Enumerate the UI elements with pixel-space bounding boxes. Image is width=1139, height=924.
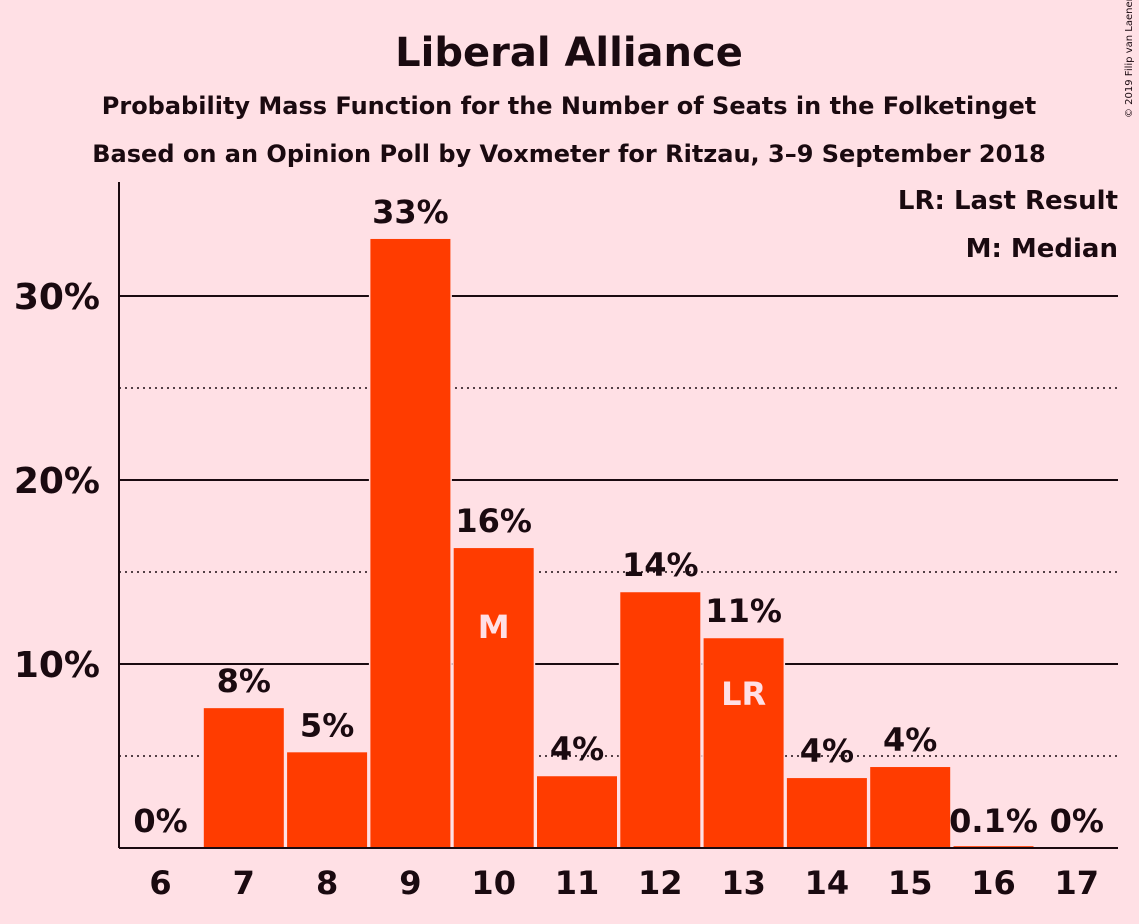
bar [370,238,451,848]
y-tick-label: 10% [14,645,100,686]
bar-value-label: 0.1% [949,802,1038,840]
bar-value-label: 8% [217,662,271,700]
x-tick-label: 17 [1055,864,1100,902]
bar [870,767,951,848]
bar [620,592,701,848]
x-tick-label: 16 [971,864,1016,902]
bar-value-label: 0% [133,802,187,840]
y-tick-label: 30% [14,277,100,318]
bar [203,708,284,848]
last-result-marker: LR [721,675,766,713]
chart-subtitle-2: Based on an Opinion Poll by Voxmeter for… [92,140,1045,168]
x-tick-label: 6 [149,864,171,902]
axes-group [118,182,1118,849]
bar [786,778,867,848]
gridlines: 10% 20% 30% [14,277,1118,757]
median-marker: M [478,608,510,646]
x-tick-label: 11 [555,864,600,902]
x-tick-label: 10 [471,864,516,902]
bars-group [202,237,1035,848]
x-tick-label: 15 [888,864,933,902]
bar [287,752,368,848]
copyright-text: © 2019 Filip van Laenen [1124,0,1135,118]
bar-value-label: 0% [1050,802,1104,840]
labels-group: 0% 6 8% 7 5% 8 33% 9 16% 10 M 4% 11 14% 12 11% 13 LR 4% 14 4… [133,193,1104,902]
legend-median: M: Median [966,234,1118,264]
chart-title: Liberal Alliance [395,30,743,76]
bar [537,776,617,848]
x-tick-label: 7 [233,864,255,902]
x-tick-label: 12 [638,864,683,902]
legend-last-result: LR: Last Result [898,186,1118,216]
bar-value-label: 5% [300,706,354,744]
x-tick-label: 9 [399,864,421,902]
y-tick-label: 20% [14,461,100,502]
bar-value-label: 33% [372,193,449,231]
bar [703,638,784,848]
bar [453,548,534,848]
bar-value-label: 4% [883,721,937,759]
bar-value-label: 4% [550,730,604,768]
bar-value-label: 16% [455,502,532,540]
x-tick-label: 14 [805,864,850,902]
x-tick-label: 13 [721,864,766,902]
chart-subtitle-1: Probability Mass Function for the Number… [102,92,1036,120]
bar-value-label: 4% [800,732,854,770]
x-tick-label: 8 [316,864,338,902]
bar-value-label: 11% [705,592,782,630]
bar-value-label: 14% [622,546,699,584]
